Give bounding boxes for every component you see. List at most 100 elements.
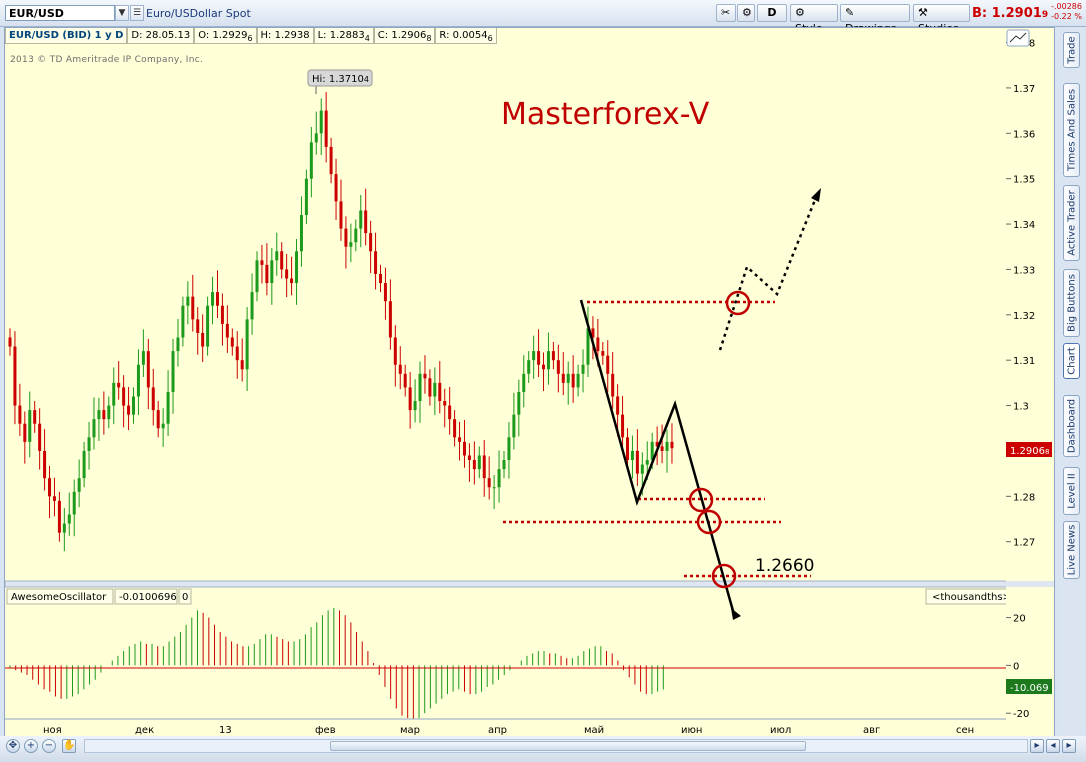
symbol-lookup-button[interactable]: ☰: [130, 5, 144, 21]
tab-level-ii[interactable]: Level II: [1063, 467, 1080, 515]
zoom-in-icon: +: [26, 740, 36, 751]
x-axis-band: [5, 719, 1011, 736]
header-open-value: O: 1.2929: [198, 30, 248, 41]
candle-body: [235, 346, 239, 361]
tab-live-news[interactable]: Live News: [1063, 521, 1080, 579]
candle-body: [512, 414, 516, 438]
candle-body: [670, 441, 674, 449]
candle-body: [660, 446, 664, 451]
candle-body: [225, 323, 229, 338]
period-button[interactable]: D: [757, 4, 787, 22]
x-tick-label: фев: [315, 725, 336, 736]
circle-marker-2: [696, 509, 722, 535]
candle-body: [304, 178, 308, 215]
crosshair-icon: ✂: [721, 6, 731, 19]
header-close-value: C: 1.2906: [377, 30, 427, 41]
style-icon: ⚙: [795, 6, 805, 19]
candle-body: [28, 410, 32, 442]
zigzag-arrowhead: [731, 608, 741, 620]
candle-body: [112, 382, 116, 406]
tab-times-and-sales-label: Times And Sales: [1066, 88, 1077, 172]
osc-name-box: [6, 588, 114, 605]
candle-body: [161, 423, 165, 429]
scroll-right-button[interactable]: ▸: [1062, 739, 1076, 753]
candle-body: [181, 305, 185, 338]
candle-body: [97, 410, 101, 420]
candle-body: [319, 110, 323, 134]
tab-big-buttons-label: Big Buttons: [1066, 274, 1077, 332]
time-scrollbar[interactable]: [84, 739, 1028, 753]
candle-body: [537, 351, 541, 365]
x-tick-label: апр: [488, 725, 507, 736]
y-tick-label: 1.27: [1013, 538, 1035, 549]
x-tick-label: май: [584, 725, 604, 736]
dotted-projection-path: [718, 194, 819, 351]
hand-tool-button[interactable]: ✋: [62, 739, 76, 753]
chart-panel[interactable]: EUR/USD (BID) 1 y D D: 28.05.13 O: 1.292…: [4, 27, 1012, 737]
candle-body: [453, 419, 457, 438]
pan-button[interactable]: ✥: [6, 739, 20, 753]
candle-body: [265, 264, 269, 284]
candle-body: [72, 491, 76, 515]
tab-active-trader[interactable]: Active Trader: [1063, 185, 1080, 261]
candle-body: [581, 364, 585, 374]
candle-body: [467, 455, 471, 461]
candle-body: [645, 460, 649, 465]
candle-body: [215, 292, 219, 306]
candle-body: [314, 133, 318, 143]
candle-body: [364, 210, 368, 234]
candle-body: [532, 351, 536, 361]
tab-chart[interactable]: Chart: [1063, 343, 1080, 379]
style-button[interactable]: ⚙ Style: [790, 4, 838, 35]
candle-body: [388, 301, 392, 338]
price-chart[interactable]: AwesomeOscillator -0.0100696 0 <thousand…: [5, 28, 1011, 736]
studies-button[interactable]: ⚒ Studies: [913, 4, 970, 35]
header-range-value: R: 0.0054: [439, 30, 488, 41]
header-low-value: L: 1.2883: [317, 30, 365, 41]
y-tick-label: 1.34: [1013, 220, 1035, 231]
forward-icon: ▸: [1066, 740, 1072, 751]
candle-body: [462, 441, 466, 456]
scroll-end-button[interactable]: ▸: [1030, 739, 1044, 753]
price-axis[interactable]: 1.271.281.291.31.311.321.331.341.351.361…: [1006, 27, 1055, 737]
pane-divider: [5, 580, 1011, 588]
candle-body: [299, 214, 303, 252]
symbol-dropdown-button[interactable]: ▼: [115, 5, 129, 21]
hi-label: Hi: 1.37104: [312, 74, 369, 85]
candle-body: [23, 423, 27, 442]
settings-tool-button[interactable]: ⚙: [737, 4, 755, 22]
x-tick-label: авг: [863, 725, 880, 736]
candle-body: [542, 364, 546, 370]
osc-last-label: -10.069: [1010, 683, 1049, 694]
candle-body: [166, 391, 170, 424]
candle-body: [329, 146, 333, 175]
symbol-text: EUR/USD: [9, 7, 64, 20]
tab-trade[interactable]: Trade: [1063, 32, 1080, 68]
candle-body: [398, 364, 402, 374]
candle-body: [92, 419, 96, 438]
zoom-out-button[interactable]: −: [42, 739, 56, 753]
tab-big-buttons[interactable]: Big Buttons: [1063, 269, 1080, 337]
zoom-in-button[interactable]: +: [24, 739, 38, 753]
candle-body: [393, 337, 397, 365]
hand-icon: ✋: [63, 740, 76, 751]
candle-body: [122, 387, 126, 406]
candle-body: [428, 378, 432, 397]
tab-dashboard[interactable]: Dashboard: [1063, 395, 1080, 457]
header-close: C: 1.29068: [373, 28, 436, 44]
candle-body: [191, 296, 195, 320]
candle-body: [546, 351, 550, 370]
chart-title[interactable]: EUR/USD (BID) 1 y D: [5, 28, 128, 44]
crosshair-tool-button[interactable]: ✂: [716, 4, 736, 22]
candle-body: [280, 251, 284, 270]
tab-times-and-sales[interactable]: Times And Sales: [1063, 83, 1080, 177]
drawings-button[interactable]: ✎ Drawings: [840, 4, 910, 35]
pct-change: -0.22 %: [1051, 12, 1082, 21]
candle-body: [576, 373, 580, 388]
tab-dashboard-label: Dashboard: [1066, 398, 1077, 454]
symbol-input[interactable]: EUR/USD: [5, 5, 115, 21]
scroll-thumb[interactable]: [330, 741, 806, 751]
scroll-left-button[interactable]: ◂: [1046, 739, 1060, 753]
candle-body: [324, 110, 328, 147]
osc-name: AwesomeOscillator: [11, 592, 107, 603]
